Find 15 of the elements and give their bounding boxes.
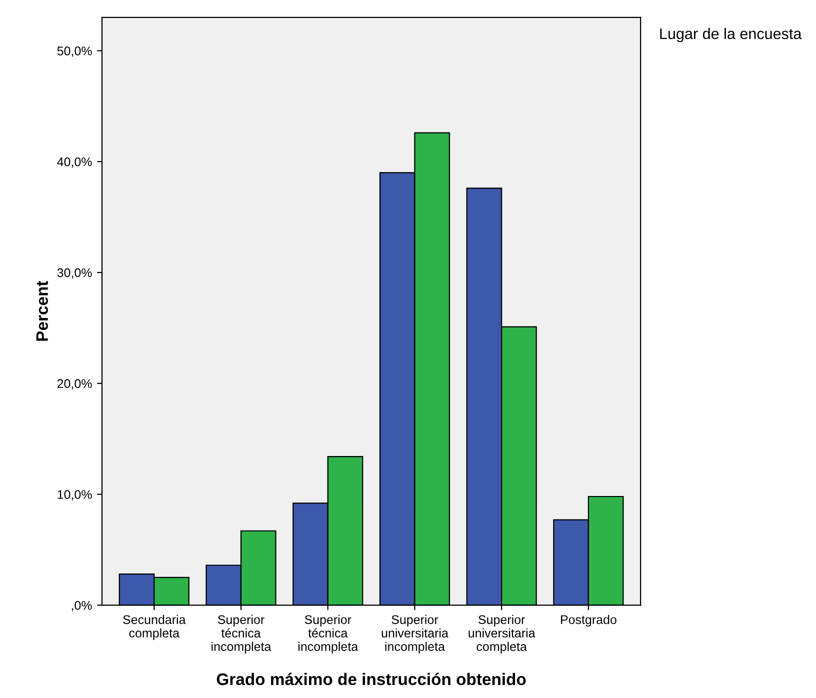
y-tick-label: 50,0% <box>57 46 92 57</box>
y-axis-title: Percent <box>36 280 48 341</box>
legend-title: Lugar de la encuesta <box>660 28 802 42</box>
x-tick-label: Superior universitaria incompleta <box>382 614 448 654</box>
x-tick-label: Superior técnica incompleta <box>298 614 358 654</box>
y-tick-label: ,0% <box>72 600 92 612</box>
x-tick-label: Superior técnica incompleta <box>212 614 272 654</box>
x-tick-label: Superior universitaria completa <box>468 614 536 654</box>
x-axis-title: Grado máximo de instrucción obtenido <box>216 672 526 686</box>
y-tick-label: 30,0% <box>57 268 92 279</box>
x-tick-label: Secundaria completa <box>123 614 186 640</box>
x-tick-label: Postgrado <box>560 614 616 627</box>
y-tick-label: 10,0% <box>58 490 92 500</box>
y-tick-label: 20,0% <box>57 379 92 390</box>
y-tick-label: 40,0% <box>57 157 92 168</box>
